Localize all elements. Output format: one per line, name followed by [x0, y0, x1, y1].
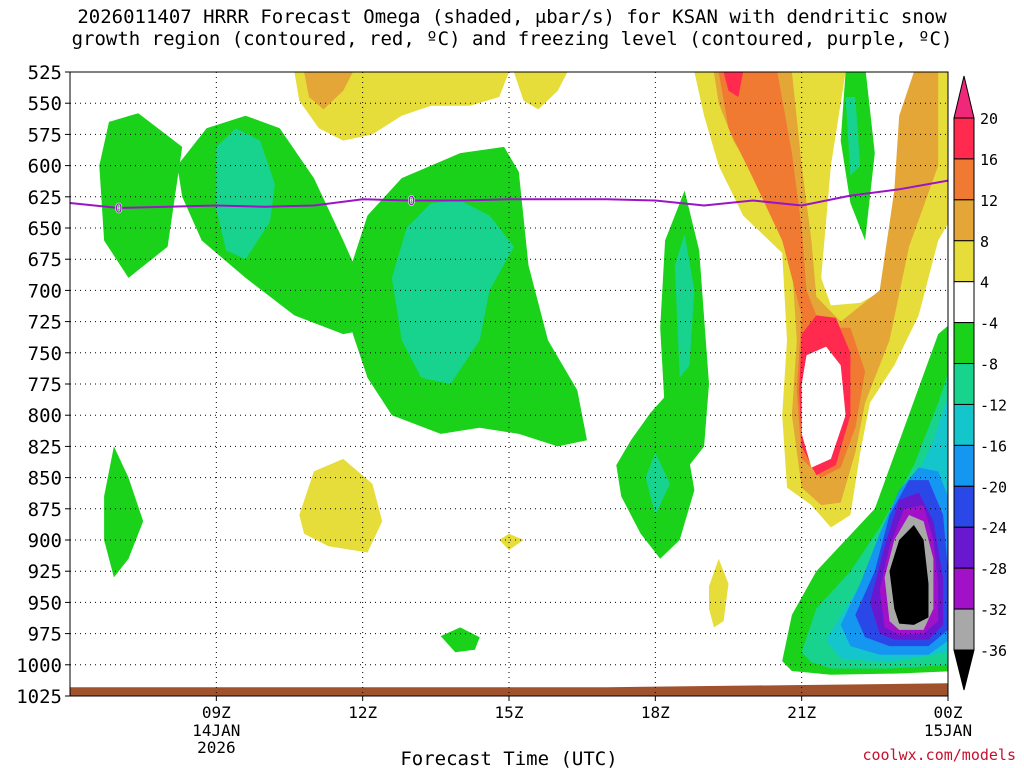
colorbar-label: 16	[980, 151, 998, 169]
y-tick-label: 750	[28, 343, 62, 365]
x-tick-date: 15JAN	[924, 721, 972, 740]
colorbar-label: -8	[980, 356, 998, 374]
omega-region-29	[304, 72, 353, 110]
y-tick-label: 1000	[16, 655, 62, 677]
surface-ground	[70, 683, 948, 696]
omega-region-23	[299, 458, 383, 553]
site-credit: coolwx.com/models	[862, 746, 1016, 764]
omega-region-3	[216, 128, 275, 260]
colorbar-label: -36	[980, 642, 1007, 660]
omega-region-5	[104, 446, 144, 578]
chart-title-line-1: 2026011407 HRRR Forecast Omega (shaded, …	[77, 6, 947, 28]
colorbar-bin	[953, 403, 975, 446]
colorbar-label: 20	[980, 110, 998, 128]
x-tick-date: 14JAN	[192, 721, 240, 740]
x-tick-label: 12Z	[348, 703, 377, 722]
freezing-level-label: 0	[408, 195, 416, 210]
colorbar-bin	[953, 444, 975, 487]
colorbar-label: -32	[980, 601, 1007, 619]
y-axis: 525 550 575 600 625 650 675 700 725 750 775 800 825 8…	[16, 62, 70, 708]
omega-region-24	[499, 533, 524, 550]
freezing-level-label: 0	[115, 202, 123, 217]
colorbar-bin	[953, 322, 975, 365]
omega-region-9	[674, 234, 695, 378]
colorbar-bin	[953, 526, 975, 569]
colorbar-bin	[953, 608, 975, 651]
omega-shading	[99, 72, 948, 675]
x-tick-year: 2026	[197, 738, 236, 757]
y-tick-label: 825	[28, 436, 62, 458]
y-tick-label: 675	[28, 249, 62, 271]
y-tick-label: 550	[28, 93, 62, 115]
chart-title-line-2: growth region (contoured, red, ºC) and f…	[71, 28, 953, 50]
omega-region-25	[709, 558, 729, 628]
y-tick-label: 650	[28, 218, 62, 240]
colorbar-bin	[953, 240, 975, 283]
y-tick-label: 900	[28, 530, 62, 552]
colorbar-label: -28	[980, 560, 1007, 578]
y-tick-label: 525	[28, 62, 62, 84]
x-tick-label: 21Z	[787, 703, 816, 722]
omega-region-34	[801, 346, 846, 468]
y-tick-label: 1025	[16, 686, 62, 708]
colorbar-bin	[953, 158, 975, 201]
omega-region-32	[723, 72, 744, 97]
omega-region-4	[391, 200, 514, 384]
omega-region-0	[99, 113, 183, 278]
y-tick-label: 850	[28, 468, 62, 490]
x-axis-label: Forecast Time (UTC)	[400, 748, 617, 768]
chart-title: 2026011407 HRRR Forecast Omega (shaded, …	[0, 6, 1024, 50]
y-tick-label: 725	[28, 312, 62, 334]
colorbar-bin	[953, 117, 975, 160]
y-tick-label: 800	[28, 405, 62, 427]
colorbar-bin	[953, 281, 975, 324]
y-tick-label: 575	[28, 124, 62, 146]
omega-region-27	[513, 72, 568, 110]
y-tick-label: 875	[28, 499, 62, 521]
x-tick-label: 09Z	[202, 703, 231, 722]
colorbar-label: -12	[980, 396, 1007, 414]
y-tick-label: 625	[28, 187, 62, 209]
y-tick-label: 950	[28, 592, 62, 614]
omega-region-7	[645, 452, 670, 515]
colorbar-label: 8	[980, 233, 989, 251]
colorbar-label: 12	[980, 192, 998, 210]
colorbar-label: -16	[980, 437, 1007, 455]
x-tick-label: 18Z	[641, 703, 670, 722]
colorbar-bin	[953, 199, 975, 242]
x-tick-label: 15Z	[495, 703, 524, 722]
colorbar-label: -4	[980, 315, 998, 333]
colorbar-bin	[953, 485, 975, 528]
colorbar-label: -20	[980, 478, 1007, 496]
colorbar-bottom-arrow	[953, 649, 975, 691]
y-tick-label: 775	[28, 374, 62, 396]
y-tick-label: 600	[28, 156, 62, 178]
omega-region-13	[440, 627, 480, 653]
colorbar-label: 4	[980, 274, 989, 292]
colorbar-bin	[953, 567, 975, 610]
colorbar-label: -24	[980, 519, 1007, 537]
colorbar-bin	[953, 363, 975, 405]
y-tick-label: 700	[28, 280, 62, 302]
x-tick-label: 00Z	[934, 703, 963, 722]
surface-ground-strip	[70, 683, 948, 696]
omega-region-11	[845, 97, 861, 176]
y-tick-label: 975	[28, 624, 62, 646]
freezing-level-line	[70, 179, 948, 210]
colorbar-top-arrow	[953, 75, 975, 119]
omega-region-26	[294, 72, 509, 141]
omega-region-22	[889, 525, 929, 625]
y-tick-label: 925	[28, 561, 62, 583]
colorbar: 20 16 12 8 4 -4 -8 -12 -16 -20 -24 -28 -32 -36	[953, 75, 1007, 691]
